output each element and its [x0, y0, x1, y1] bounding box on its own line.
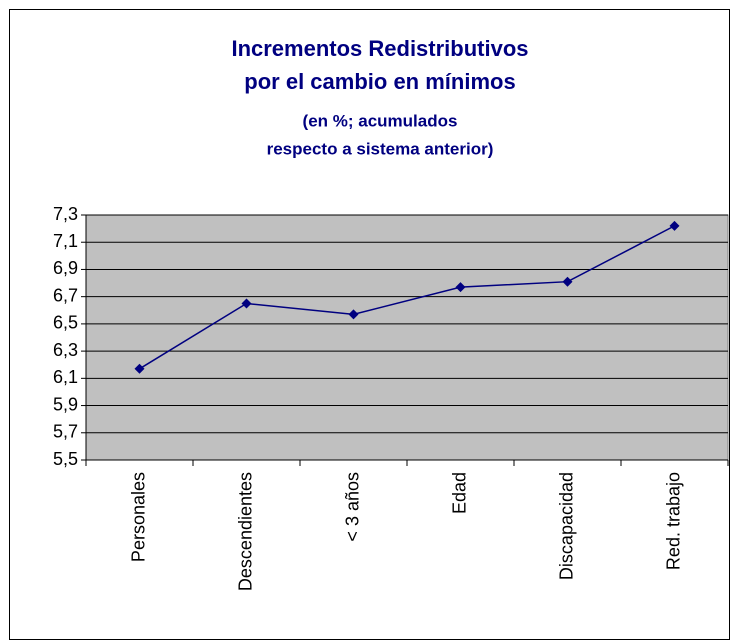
y-tick-label: 6,7 — [53, 285, 78, 305]
x-tick-label: Personales — [128, 472, 148, 562]
marker — [562, 276, 573, 287]
x-tick-label: Descendientes — [235, 472, 255, 591]
y-tick-label: 7,3 — [53, 204, 78, 224]
chart-title: Incrementos Redistributivos — [231, 36, 528, 61]
marker — [455, 282, 466, 293]
marker — [134, 363, 145, 374]
chart-subtitle: (en %; acumulados — [303, 111, 458, 130]
plot-area — [85, 214, 729, 461]
y-tick-label: 6,3 — [53, 340, 78, 360]
x-tick-label: < 3 años — [342, 472, 362, 542]
marker — [669, 220, 680, 231]
y-tick-label: 5,7 — [53, 422, 78, 442]
x-tick-label: Edad — [449, 472, 469, 514]
marker — [241, 298, 252, 309]
y-tick-label: 7,1 — [53, 231, 78, 251]
y-tick-label: 5,5 — [53, 449, 78, 469]
x-tick-label: Red. trabajo — [663, 472, 683, 570]
y-tick-label: 6,1 — [53, 367, 78, 387]
marker — [348, 309, 359, 320]
chart-subtitle: respecto a sistema anterior) — [267, 139, 494, 158]
chart-title: por el cambio en mínimos — [244, 69, 515, 94]
x-tick-label: Discapacidad — [556, 472, 576, 580]
y-tick-label: 5,9 — [53, 394, 78, 414]
series-line — [139, 225, 675, 370]
y-tick-label: 6,5 — [53, 313, 78, 333]
y-tick-label: 6,9 — [53, 258, 78, 278]
